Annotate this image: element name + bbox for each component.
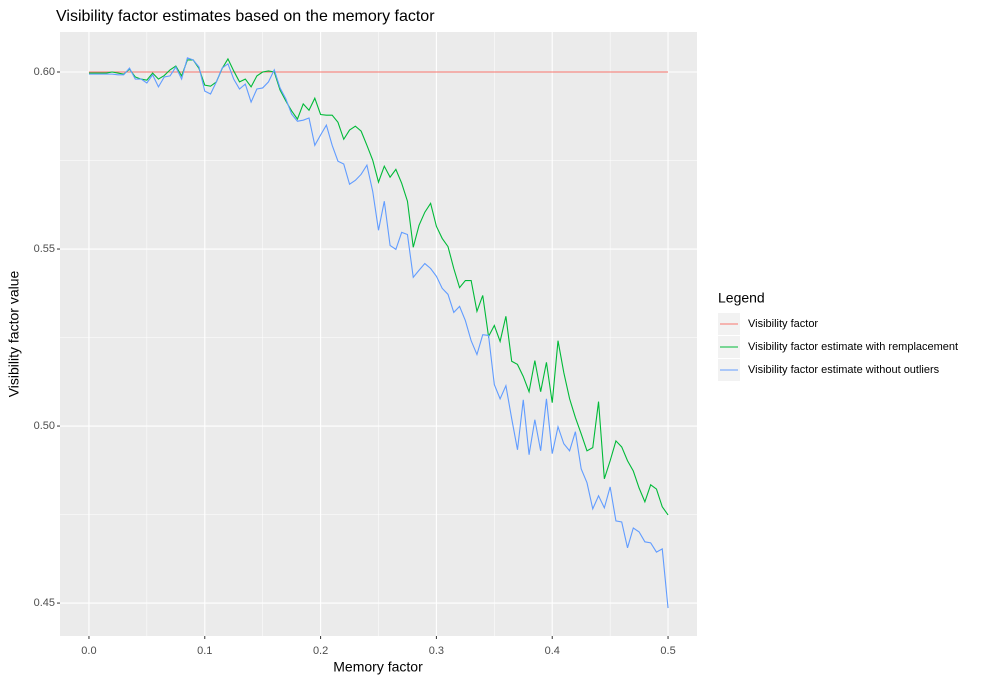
x-tick-label: 0.0 [81, 645, 96, 657]
legend-label: Visibility factor [748, 318, 818, 330]
y-tick-label: 0.55 [34, 243, 55, 255]
y-tick-label: 0.45 [34, 597, 55, 609]
x-tick-label: 0.5 [660, 645, 675, 657]
y-tick-label: 0.60 [34, 66, 55, 78]
series-line [88, 57, 669, 609]
legend-label: Visibility factor estimate with remplace… [748, 341, 958, 353]
chart-title: Visibility factor estimates based on the… [56, 8, 435, 25]
x-tick-label: 0.1 [197, 645, 212, 657]
y-tick-label: 0.50 [34, 420, 55, 432]
legend-label: Visibility factor estimate without outli… [748, 364, 940, 376]
x-tick-label: 0.4 [545, 645, 560, 657]
x-tick-label: 0.3 [429, 645, 444, 657]
x-tick-label: 0.2 [313, 645, 328, 657]
x-axis-title: Memory factor [333, 659, 423, 675]
y-axis-title: Visibility factor value [6, 271, 22, 398]
legend-title: Legend [718, 290, 765, 306]
